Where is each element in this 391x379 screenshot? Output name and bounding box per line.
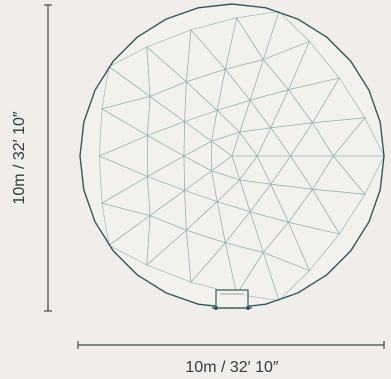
dome-drawing bbox=[79, 3, 385, 311]
mesh-triangle bbox=[98, 108, 149, 157]
mesh-triangle bbox=[311, 188, 366, 235]
mesh-triangle bbox=[98, 155, 149, 204]
mesh-triangle bbox=[146, 229, 192, 283]
door-frame-icon bbox=[212, 289, 252, 311]
mesh-triangle bbox=[190, 17, 238, 70]
mesh-triangle bbox=[287, 40, 340, 91]
mesh-triangle bbox=[101, 202, 151, 246]
mesh-triangle bbox=[332, 117, 385, 157]
width-dimension bbox=[77, 341, 385, 349]
mesh-triangle bbox=[311, 77, 366, 124]
height-dimension bbox=[44, 4, 52, 312]
mesh-triangle bbox=[236, 251, 280, 301]
mesh-triangle bbox=[108, 46, 151, 98]
dome-triangle-mesh bbox=[98, 10, 385, 302]
mesh-triangle bbox=[287, 221, 340, 272]
height-dimension-label: 10m / 32′ 10″ bbox=[11, 111, 28, 205]
mesh-triangle bbox=[146, 29, 192, 83]
mesh-triangle bbox=[190, 242, 238, 295]
width-dimension-label: 10m / 32′ 10″ bbox=[185, 359, 279, 376]
mesh-triangle bbox=[262, 10, 310, 61]
